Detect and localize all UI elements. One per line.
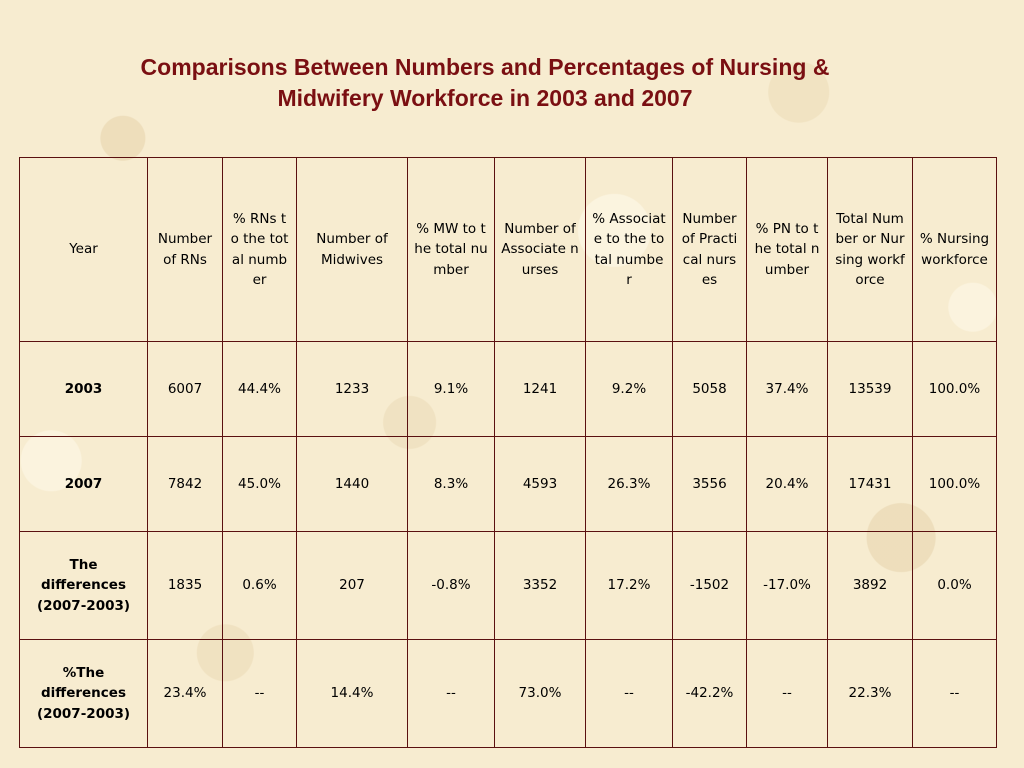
header-row: Year Number of RNs % RNs to the total nu…	[19, 157, 997, 342]
table-cell: 0.6%	[222, 531, 297, 640]
header-cell-total-nursing-workforce: Total Number or Nursing workforce	[827, 157, 913, 342]
table-cell: 37.4%	[746, 341, 828, 437]
table-cell: -42.2%	[672, 639, 747, 748]
table-cell: 3556	[672, 436, 747, 532]
table-cell: -1502	[672, 531, 747, 640]
table-row: %The differences (2007-2003) 23.4% -- 14…	[19, 639, 997, 748]
header-cell-pct-nursing-workforce: % Nursing workforce	[912, 157, 997, 342]
table-cell: 8.3%	[407, 436, 495, 532]
table-cell: 44.4%	[222, 341, 297, 437]
table-cell: 22.3%	[827, 639, 913, 748]
table-row: The differences (2007-2003) 1835 0.6% 20…	[19, 531, 997, 640]
table-cell: --	[222, 639, 297, 748]
table-cell: 3352	[494, 531, 586, 640]
table-cell: 5058	[672, 341, 747, 437]
table-cell: 100.0%	[912, 341, 997, 437]
header-cell-year: Year	[19, 157, 148, 342]
table-cell: 7842	[147, 436, 223, 532]
table-cell: 14.4%	[296, 639, 408, 748]
table-cell: --	[585, 639, 673, 748]
page-title: Comparisons Between Numbers and Percenta…	[140, 54, 830, 111]
table-row: 2007 7842 45.0% 1440 8.3% 4593 26.3% 355…	[19, 436, 997, 532]
table-cell: 1241	[494, 341, 586, 437]
row-label: The differences (2007-2003)	[19, 531, 148, 640]
table-cell: 4593	[494, 436, 586, 532]
header-cell-pct-pn: % PN to the total number	[746, 157, 828, 342]
table-cell: 1835	[147, 531, 223, 640]
workforce-table: Year Number of RNs % RNs to the total nu…	[19, 157, 997, 748]
header-cell-number-of-associate-nurses: Number of Associate nurses	[494, 157, 586, 342]
table-cell: --	[746, 639, 828, 748]
table-cell: 207	[296, 531, 408, 640]
header-cell-pct-rns: % RNs to the total number	[222, 157, 297, 342]
row-label: %The differences (2007-2003)	[19, 639, 148, 748]
header-cell-number-of-midwives: Number of Midwives	[296, 157, 408, 342]
table-cell: 17.2%	[585, 531, 673, 640]
header-cell-number-of-practical-nurses: Number of Practical nurses	[672, 157, 747, 342]
table-cell: -0.8%	[407, 531, 495, 640]
table-cell: 13539	[827, 341, 913, 437]
table-cell: 9.2%	[585, 341, 673, 437]
table-cell: 73.0%	[494, 639, 586, 748]
table-cell: 6007	[147, 341, 223, 437]
table-cell: 20.4%	[746, 436, 828, 532]
table-cell: --	[407, 639, 495, 748]
table-cell: 17431	[827, 436, 913, 532]
table-cell: 26.3%	[585, 436, 673, 532]
header-cell-pct-associate: % Associate to the total number	[585, 157, 673, 342]
table-cell: 23.4%	[147, 639, 223, 748]
row-label: 2003	[19, 341, 148, 437]
row-label: 2007	[19, 436, 148, 532]
table-cell: 3892	[827, 531, 913, 640]
table-cell: -17.0%	[746, 531, 828, 640]
table-row: 2003 6007 44.4% 1233 9.1% 1241 9.2% 5058…	[19, 341, 997, 437]
header-cell-pct-mw: % MW to the total number	[407, 157, 495, 342]
table-cell: 1440	[296, 436, 408, 532]
table-cell: 100.0%	[912, 436, 997, 532]
table-cell: 45.0%	[222, 436, 297, 532]
table-cell: --	[912, 639, 997, 748]
table-cell: 9.1%	[407, 341, 495, 437]
header-cell-number-of-rns: Number of RNs	[147, 157, 223, 342]
table-cell: 1233	[296, 341, 408, 437]
table-cell: 0.0%	[912, 531, 997, 640]
